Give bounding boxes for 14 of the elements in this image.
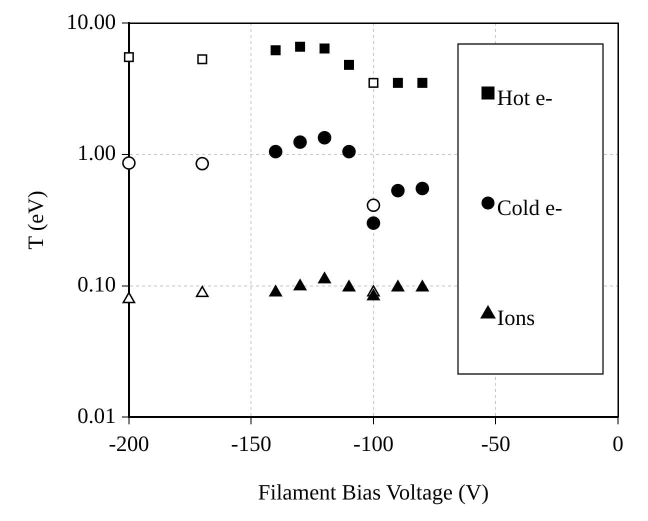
y-tick-label: 1.00 (77, 140, 116, 166)
x-tick-label: -50 (481, 431, 510, 456)
x-tick-label: -200 (108, 431, 150, 456)
y-tick-label: 10.00 (66, 8, 116, 34)
y-tick-label: 0.01 (77, 402, 116, 428)
y-tick-label: 0.10 (77, 272, 116, 297)
x-axis-title: Filament Bias Voltage (V) (258, 480, 489, 505)
x-tick-label: 0 (612, 431, 624, 456)
legend-label: Hot e- (497, 84, 553, 110)
x-tick-label: -150 (231, 431, 272, 456)
legend-label: Cold e- (497, 194, 562, 220)
x-tick-label: -100 (353, 431, 394, 456)
y-axis-title: T (eV) (22, 190, 48, 250)
legend-label: Ions (497, 304, 535, 330)
